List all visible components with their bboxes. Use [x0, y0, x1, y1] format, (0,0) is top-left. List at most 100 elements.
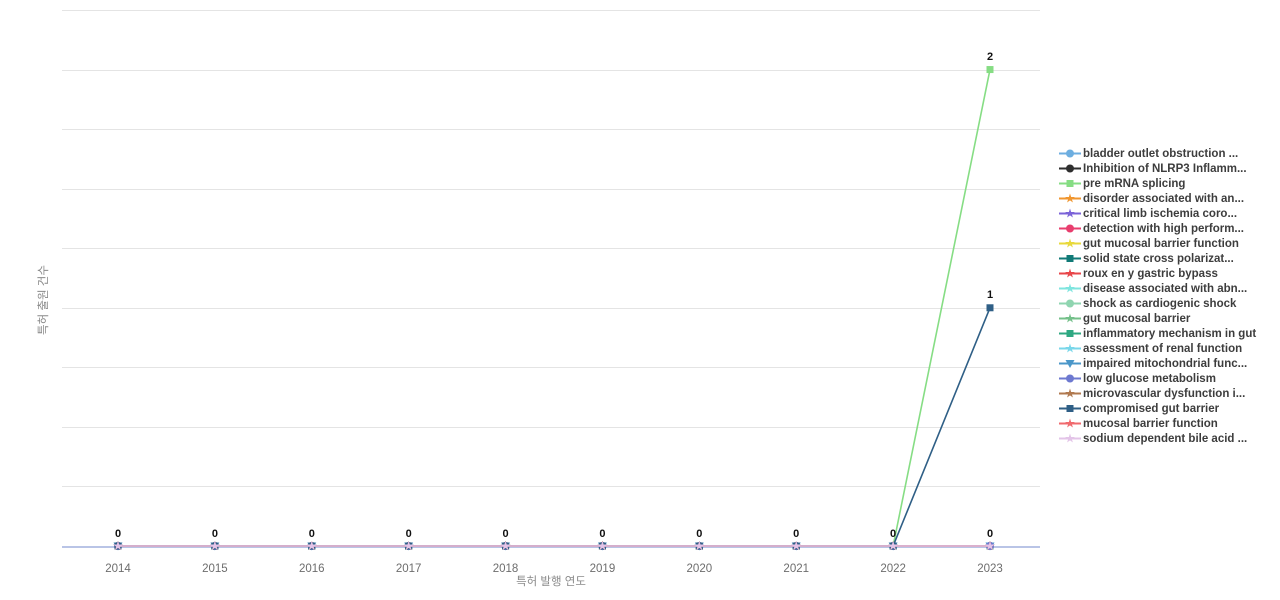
- data-label-zero: 0: [114, 528, 122, 540]
- x-axis-tick-label: 2019: [589, 563, 616, 575]
- data-label-zero: 0: [890, 528, 897, 540]
- gridline: [62, 129, 1040, 131]
- x-axis-tick-label: 2018: [492, 563, 519, 575]
- legend-item[interactable]: mucosal barrier function: [1058, 416, 1278, 431]
- data-label-zero: 0: [793, 528, 800, 540]
- x-axis-tick-label: 2014: [105, 563, 131, 575]
- legend-item[interactable]: impaired mitochondrial func...: [1058, 356, 1278, 371]
- series-line: [118, 307, 991, 547]
- gridline: [62, 426, 1040, 428]
- legend-label: detection with high perform...: [1083, 222, 1244, 235]
- legend-marker-icon: [1058, 191, 1082, 206]
- gridline: [62, 367, 1040, 369]
- legend-item[interactable]: disease associated with abn...: [1058, 281, 1278, 296]
- x-axis-tick-label: 2022: [880, 563, 906, 575]
- legend-marker-icon: [1058, 326, 1082, 341]
- plot-wrapper: 특허 출원 건수 특허 발행 연도 00.250.50.7511.251.51.…: [38, 10, 1040, 588]
- legend[interactable]: bladder outlet obstruction ... Inhibition…: [1058, 146, 1278, 446]
- legend-item[interactable]: shock as cardiogenic shock: [1058, 296, 1278, 311]
- legend-label: assessment of renal function: [1083, 342, 1243, 355]
- data-point-marker: [113, 541, 123, 551]
- legend-marker-icon: [1058, 296, 1082, 311]
- data-point-marker: [597, 541, 608, 551]
- legend-label: mucosal barrier function: [1083, 417, 1218, 430]
- legend-marker-icon: [1058, 236, 1082, 251]
- legend-item[interactable]: assessment of renal function: [1058, 341, 1278, 356]
- legend-marker-icon: [1058, 221, 1082, 236]
- data-point-marker: [403, 541, 414, 551]
- legend-label: sodium dependent bile acid ...: [1083, 432, 1248, 445]
- legend-item[interactable]: critical limb ischemia coro...: [1058, 206, 1278, 221]
- x-axis-title: 특허 발행 연도: [516, 576, 586, 588]
- data-point-marker: [307, 541, 317, 551]
- data-point-marker: [210, 541, 220, 551]
- legend-item[interactable]: microvascular dysfunction i...: [1058, 386, 1278, 401]
- legend-item[interactable]: bladder outlet obstruction ...: [1058, 146, 1278, 161]
- gridline: [62, 69, 1040, 71]
- data-label-zero: 0: [599, 528, 606, 540]
- series-lines: [113, 66, 995, 551]
- legend-label: disease associated with abn...: [1083, 282, 1248, 295]
- legend-label: roux en y gastric bypass: [1083, 267, 1218, 280]
- legend-label: inflammatory mechanism in gut: [1083, 327, 1257, 340]
- legend-marker-icon: [1058, 416, 1082, 431]
- gridline: [62, 486, 1040, 488]
- legend-marker-icon: [1058, 176, 1082, 191]
- legend-label: disorder associated with an...: [1083, 192, 1245, 205]
- legend-marker-icon: [1058, 311, 1082, 326]
- gridline: [62, 307, 1040, 309]
- data-label-zero: 0: [502, 528, 509, 540]
- legend-marker-icon: [1058, 371, 1082, 386]
- legend-label: shock as cardiogenic shock: [1083, 297, 1237, 310]
- legend-item[interactable]: Inhibition of NLRP3 Inflamm...: [1058, 161, 1278, 176]
- data-point-marker: [986, 304, 994, 312]
- legend-item[interactable]: detection with high perform...: [1058, 221, 1278, 236]
- legend-item[interactable]: gut mucosal barrier function: [1058, 236, 1278, 251]
- data-label-zero: 0: [211, 528, 218, 540]
- legend-item[interactable]: low glucose metabolism: [1058, 371, 1278, 386]
- legend-label: microvascular dysfunction i...: [1083, 387, 1246, 400]
- data-point-marker: [500, 541, 511, 551]
- legend-marker-icon: [1058, 206, 1082, 221]
- gridline: [62, 248, 1040, 250]
- x-axis-tick-label: 2023: [977, 563, 1003, 575]
- legend-marker-icon: [1058, 401, 1082, 416]
- data-point-marker: [888, 541, 898, 551]
- data-point-marker: [694, 541, 705, 551]
- x-axis-tick-label: 2017: [395, 563, 422, 575]
- legend-label: low glucose metabolism: [1083, 372, 1216, 385]
- plot-area: 00.250.50.7511.251.51.7522.25 2014201520…: [62, 10, 1040, 575]
- legend-label: critical limb ischemia coro...: [1083, 207, 1238, 220]
- series-19: [113, 541, 995, 551]
- data-point-marker: [791, 541, 801, 551]
- legend-item[interactable]: roux en y gastric bypass: [1058, 266, 1278, 281]
- data-point-marker: [986, 66, 994, 74]
- gridline: [62, 188, 1040, 190]
- legend-label: gut mucosal barrier: [1083, 312, 1191, 325]
- legend-marker-icon: [1058, 281, 1082, 296]
- legend-marker-icon: [1058, 431, 1082, 446]
- legend-item[interactable]: inflammatory mechanism in gut: [1058, 326, 1278, 341]
- data-point-marker: [985, 541, 995, 551]
- legend-item[interactable]: compromised gut barrier: [1058, 401, 1278, 416]
- legend-label: gut mucosal barrier function: [1083, 237, 1239, 250]
- legend-item[interactable]: solid state cross polarizat...: [1058, 251, 1278, 266]
- data-label-peak-green: 2: [986, 50, 994, 63]
- legend-marker-icon: [1058, 266, 1082, 281]
- legend-item[interactable]: sodium dependent bile acid ...: [1058, 431, 1278, 446]
- data-label-peak-red: 1: [986, 288, 994, 301]
- legend-item[interactable]: disorder associated with an...: [1058, 191, 1278, 206]
- legend-marker-icon: [1058, 161, 1082, 176]
- legend-item[interactable]: gut mucosal barrier: [1058, 311, 1278, 326]
- series-line: [118, 69, 991, 547]
- data-label-zero: 0: [405, 528, 412, 540]
- data-label-zero: 0: [308, 528, 315, 540]
- legend-marker-icon: [1058, 251, 1082, 266]
- legend-label: Inhibition of NLRP3 Inflamm...: [1083, 162, 1247, 175]
- x-axis-tick-label: 2021: [783, 563, 810, 575]
- x-axis-tick-label: 2015: [202, 563, 228, 575]
- legend-label: impaired mitochondrial func...: [1083, 357, 1248, 370]
- data-label-zero: 0: [696, 528, 703, 540]
- legend-item[interactable]: pre mRNA splicing: [1058, 176, 1278, 191]
